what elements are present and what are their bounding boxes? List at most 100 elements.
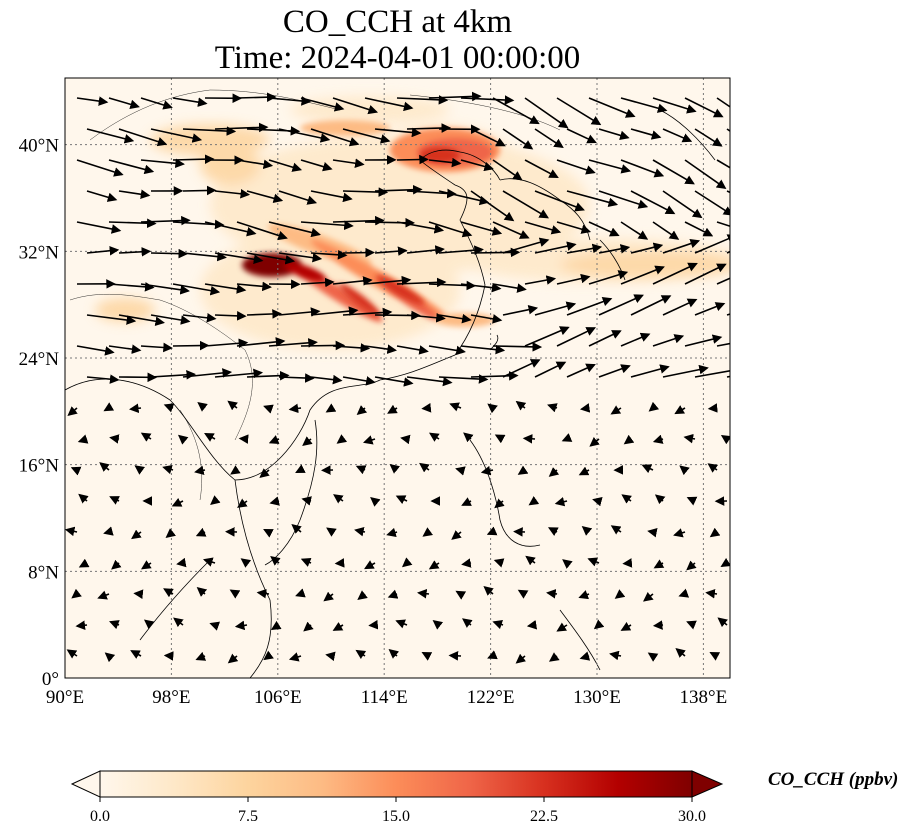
wind-vector — [534, 361, 567, 378]
wind-vector — [342, 376, 376, 386]
wind-vector — [150, 314, 191, 325]
wind-vector — [492, 283, 527, 293]
wind-vector — [76, 345, 115, 356]
wind-vector — [494, 434, 506, 444]
wind-vector — [140, 97, 173, 110]
wind-vector — [620, 159, 665, 178]
wind-vector — [109, 434, 120, 444]
wind-vector — [246, 370, 290, 381]
wind-vector — [502, 304, 539, 316]
wind-vector — [684, 97, 724, 118]
lat-tick-label: 8°N — [28, 562, 59, 583]
wind-vector — [470, 190, 515, 222]
wind-vector — [684, 159, 727, 189]
wind-vector — [686, 620, 697, 630]
wind-vector — [428, 345, 466, 356]
wind-vector — [598, 128, 630, 141]
wind-vector — [438, 190, 490, 206]
lon-tick-label: 98°E — [152, 687, 190, 708]
wind-vector — [118, 314, 165, 327]
wind-vector — [236, 92, 277, 102]
wind-vector — [236, 159, 274, 170]
wind-vector — [389, 463, 401, 474]
wind-vector — [716, 159, 730, 169]
lat-tick-label: 40°N — [19, 136, 60, 157]
wind-vector — [593, 619, 605, 630]
wind-vector — [581, 525, 593, 536]
colorbar-extend-min — [70, 770, 101, 798]
wind-vector — [726, 128, 730, 133]
wind-vector — [288, 652, 302, 662]
wind-vector — [295, 588, 306, 598]
wind-vector — [492, 97, 540, 125]
wind-vector — [395, 495, 408, 505]
wind-vector — [111, 559, 122, 570]
wind-vector — [108, 97, 140, 109]
wind-vector — [517, 465, 529, 475]
wind-vector — [364, 344, 397, 354]
wind-vector — [579, 651, 591, 661]
wind-vector — [587, 557, 600, 567]
wind-vector — [355, 465, 367, 475]
wind-vector — [526, 687, 535, 692]
wind-vector — [566, 190, 619, 207]
wind-vector — [204, 338, 249, 349]
wind-vector — [654, 494, 666, 505]
wind-vector — [355, 649, 367, 660]
wind-vector — [686, 496, 698, 506]
wind-vector — [502, 190, 550, 219]
wind-vector — [229, 589, 241, 599]
wind-vector — [310, 306, 359, 316]
wind-vector — [470, 128, 506, 147]
wind-vector — [534, 190, 585, 212]
wind-vector — [141, 687, 151, 689]
wind-vector — [578, 590, 590, 600]
wind-vector — [449, 402, 462, 412]
colorbar-label: CO_CCH (ppbv) — [768, 769, 899, 790]
wind-vector — [288, 403, 302, 414]
wind-vector — [334, 558, 345, 568]
wind-vector — [707, 403, 718, 413]
wind-vector — [480, 465, 494, 476]
wind-vector — [337, 682, 343, 687]
wind-vector — [492, 619, 504, 630]
wind-vector — [303, 621, 314, 632]
wind-vector — [78, 558, 90, 568]
wind-vector — [204, 221, 257, 237]
wind-vector — [726, 313, 730, 316]
wind-vector — [683, 433, 696, 444]
wind-vector — [556, 622, 568, 632]
wind-vector — [662, 190, 703, 219]
wind-vector — [134, 465, 146, 475]
wind-vector — [652, 434, 664, 444]
wind-vector — [323, 591, 334, 602]
wind-vector — [86, 128, 135, 144]
wind-vector — [129, 403, 142, 414]
wind-vector — [236, 337, 286, 347]
wind-vector — [362, 435, 376, 445]
wind-vector — [534, 301, 577, 316]
wind-vector — [438, 313, 472, 324]
wind-vector — [662, 298, 698, 316]
wind-vector — [374, 246, 408, 256]
wind-vector — [118, 189, 151, 199]
wind-vector — [502, 359, 541, 378]
wind-vector — [460, 282, 502, 293]
wind-vector — [620, 265, 665, 285]
wind-vector — [705, 588, 718, 599]
wind-vector — [140, 432, 152, 442]
wind-vector — [342, 307, 393, 318]
wind-vector — [240, 558, 252, 568]
wind-vector — [674, 405, 686, 415]
wind-vector — [460, 344, 506, 355]
wind-vector — [455, 466, 466, 476]
wind-vector — [515, 400, 527, 411]
wind-vector — [470, 371, 519, 381]
wind-vector — [432, 619, 444, 630]
wind-vector — [256, 588, 270, 599]
wind-vector — [630, 190, 676, 215]
wind-vector — [588, 159, 632, 174]
wind-vector — [342, 128, 391, 144]
wind-vector — [493, 558, 505, 568]
